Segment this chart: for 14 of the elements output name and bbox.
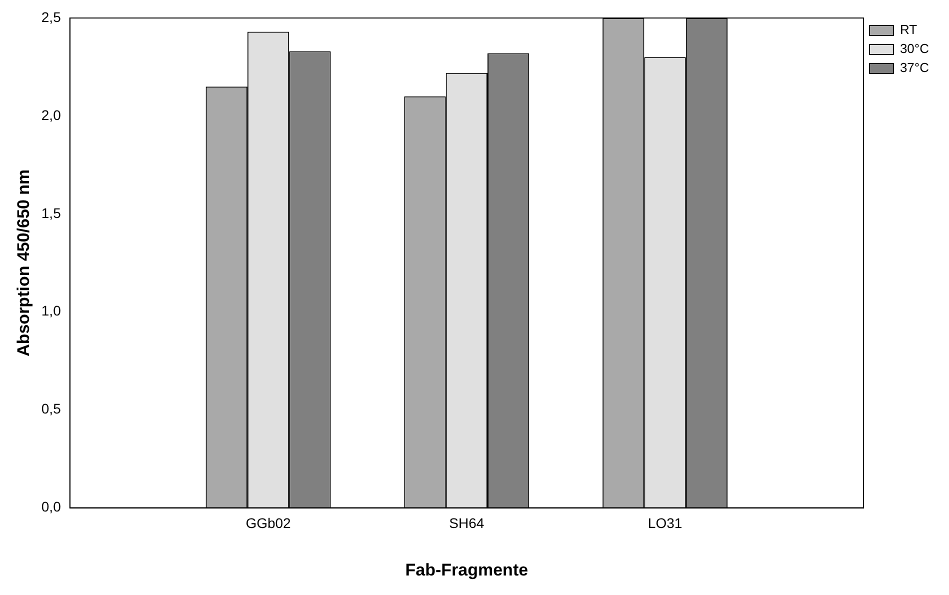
legend-label: 37°C (900, 60, 929, 76)
x-axis-title: Fab-Fragmente (405, 560, 528, 580)
y-tick-label: 0,5 (41, 400, 62, 417)
y-tick-label: 1,0 (41, 302, 62, 319)
legend-label: RT (900, 22, 918, 38)
y-tick-label: 0,0 (41, 498, 62, 515)
x-tick-label: SH64 (449, 515, 484, 532)
legend-label: 30°C (900, 41, 929, 56)
y-tick-label: 2,0 (41, 106, 62, 123)
x-tick-label: LO31 (648, 515, 682, 532)
y-tick-label: 1,5 (41, 204, 62, 221)
x-tick-label: GGb02 (246, 515, 292, 532)
y-tick-label: 2,5 (41, 8, 62, 25)
y-axis-title: Absorption 450/650 nm (14, 169, 33, 356)
